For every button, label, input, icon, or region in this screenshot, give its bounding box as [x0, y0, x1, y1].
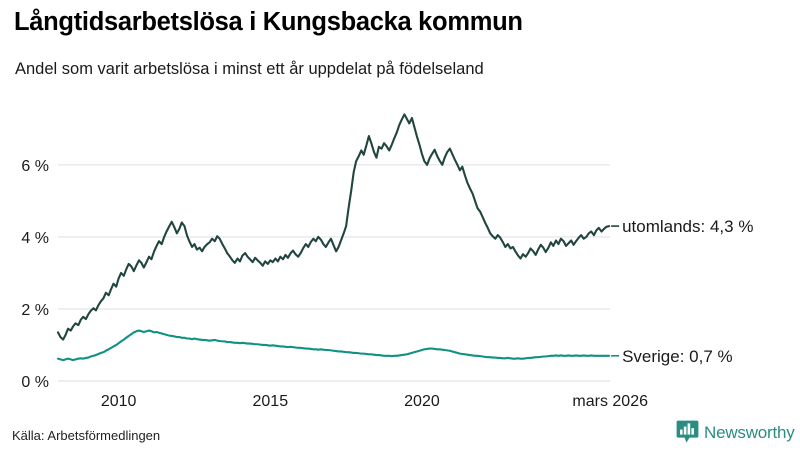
series-lines: [56, 113, 611, 362]
source-note: Källa: Arbetsförmedlingen: [12, 428, 161, 443]
x-tick-label: 2010: [101, 393, 137, 410]
page-subtitle: Andel som varit arbetslösa i minst ett å…: [15, 60, 484, 78]
x-tick-label: mars 2026: [572, 393, 648, 410]
series-label-Sverige: Sverige: 0,7 %: [622, 347, 733, 366]
series-line-utomlands: [56, 113, 611, 341]
x-tick-label: 2015: [253, 393, 289, 410]
logo-wordmark: Newsworthy: [704, 423, 795, 442]
gridlines: [58, 164, 610, 382]
y-tick-label: 6 %: [21, 158, 49, 175]
newsworthy-logo[interactable]: Newsworthy: [676, 420, 795, 445]
series-inline-labels: utomlands: 4,3 % Sverige: 0,7 %: [611, 217, 753, 366]
series-label-utomlands: utomlands: 4,3 %: [622, 217, 753, 236]
x-tick-label: 2020: [404, 393, 440, 410]
y-axis-tick-labels: 0 % 2 % 4 % 6 %: [21, 158, 49, 391]
y-tick-label: 0 %: [21, 374, 49, 391]
bar-chart-bubble-icon: [676, 420, 699, 445]
page-title: Långtidsarbetslösa i Kungsbacka kommun: [14, 8, 523, 36]
y-tick-label: 2 %: [21, 302, 49, 319]
y-tick-label: 4 %: [21, 230, 49, 247]
x-axis-tick-labels: 2010 2015 2020 mars 2026: [101, 393, 648, 410]
series-line-Sverige: [56, 329, 611, 362]
